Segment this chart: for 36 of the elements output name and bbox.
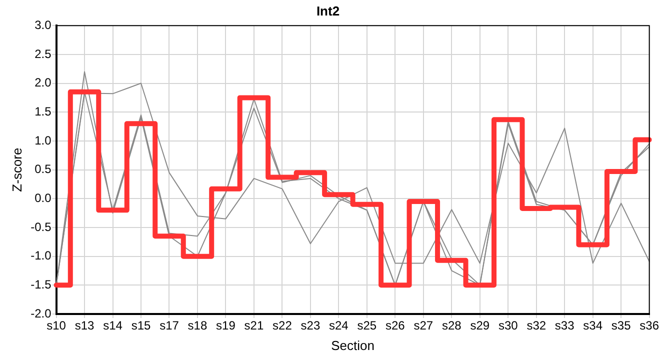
y-tick-label: 3.0 xyxy=(34,18,52,32)
x-tick-label: s21 xyxy=(244,318,264,333)
x-tick-label: s19 xyxy=(216,318,236,333)
y-tick-label: 2.5 xyxy=(34,46,52,61)
x-tick-label: s15 xyxy=(131,318,151,333)
x-tick-label: s23 xyxy=(300,318,320,333)
x-tick-label: s17 xyxy=(160,318,180,333)
x-tick-label: s30 xyxy=(498,318,518,333)
x-tick-label: s36 xyxy=(640,318,660,333)
y-tick-label: -1.5 xyxy=(30,277,52,292)
y-tick-label: 0.5 xyxy=(34,162,52,176)
y-tick-label: -0.5 xyxy=(30,220,52,234)
x-tick-label: s33 xyxy=(554,318,575,333)
x-tick-label: s10 xyxy=(46,318,66,333)
x-tick-label: s22 xyxy=(272,318,292,333)
x-tick-label: s26 xyxy=(385,318,406,333)
x-tick-label: s13 xyxy=(74,318,95,333)
x-axis-title: Section xyxy=(331,338,374,353)
x-tick-label: s35 xyxy=(611,318,632,333)
x-tick-label: s14 xyxy=(103,318,123,333)
x-tick-label: s34 xyxy=(583,318,603,333)
y-axis-title: Z-score xyxy=(9,148,24,192)
x-tick-label: s32 xyxy=(526,318,546,333)
y-tick-label: -1.0 xyxy=(30,248,52,263)
chart-title: Int2 xyxy=(316,3,340,18)
y-tick-label: -2.0 xyxy=(30,306,52,320)
x-tick-label: s27 xyxy=(414,318,434,333)
y-tick-label: 0.0 xyxy=(34,190,52,205)
x-tick-label: s24 xyxy=(329,318,349,333)
x-tick-label: s28 xyxy=(442,318,462,333)
y-tick-label: 1.5 xyxy=(34,104,52,118)
x-tick-label: s25 xyxy=(357,318,377,333)
x-tick-label: s18 xyxy=(188,318,208,333)
x-tick-label: s29 xyxy=(470,318,490,333)
y-tick-label: 2.0 xyxy=(34,76,52,90)
y-tick-label: 1.0 xyxy=(34,133,52,148)
